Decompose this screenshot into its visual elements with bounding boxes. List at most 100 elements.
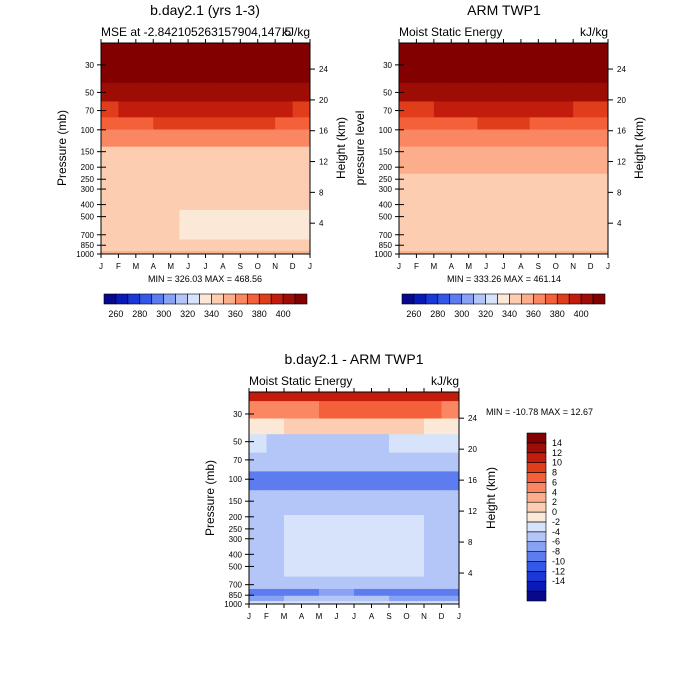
contour-cell [266, 490, 272, 516]
contour-cell [445, 434, 451, 454]
contour-cell [389, 490, 394, 516]
contour-cell [253, 601, 259, 604]
contour-cell [253, 117, 259, 131]
height-tick-label: 16 [617, 127, 626, 136]
height-tick-label: 20 [468, 445, 477, 454]
contour-cell [175, 251, 180, 254]
x-tick-label: J [247, 612, 251, 621]
contour-cell [468, 117, 474, 131]
contour-cell [393, 588, 399, 597]
contour-cell [533, 58, 539, 84]
contour-cell [603, 251, 608, 254]
contour-cell [222, 173, 228, 211]
contour-cell [564, 251, 570, 254]
contour-cell [292, 595, 298, 602]
contour-cell [253, 173, 259, 211]
contour-cell [275, 588, 281, 597]
contour-cell [354, 490, 359, 516]
contour-cell [161, 129, 167, 148]
contour-cell [371, 588, 377, 597]
contour-cell [131, 58, 137, 84]
contour-cell [201, 146, 207, 175]
y-tick-label: 850 [379, 241, 393, 250]
contour-cell [183, 43, 189, 59]
contour-cell [270, 251, 276, 254]
contour-cell [389, 541, 394, 563]
contour-cell [240, 146, 246, 175]
contour-cell [310, 576, 316, 590]
contour-cell [446, 101, 452, 118]
contour-cell [441, 576, 447, 590]
contour-cell [275, 515, 281, 543]
contour-cell [310, 401, 316, 420]
contour-cell [454, 434, 459, 454]
contour-cell [227, 239, 233, 252]
contour-cell [450, 471, 456, 491]
contour-cell [406, 434, 412, 454]
contour-cell [161, 251, 167, 254]
y-tick-label: 250 [229, 525, 243, 534]
contour-cell [153, 173, 159, 211]
contour-cell [131, 146, 137, 175]
contour-cell [464, 251, 470, 254]
contour-cell [564, 129, 570, 148]
contour-cell [425, 129, 431, 148]
contour-cell [412, 43, 418, 59]
contour-cell [209, 173, 215, 211]
contour-cell [270, 561, 276, 578]
contour-cell [473, 173, 478, 211]
contour-cell [205, 101, 211, 118]
contour-cell [349, 434, 355, 454]
contour-cell [301, 209, 307, 241]
contour-cell [209, 82, 215, 103]
contour-cell [402, 418, 408, 435]
contour-cell [419, 418, 425, 435]
contour-cell [581, 101, 587, 118]
contour-cell [468, 82, 474, 103]
contour-cell [109, 173, 115, 211]
contour-cell [188, 101, 194, 118]
contour-cell [362, 576, 368, 590]
contour-cell [451, 82, 457, 103]
contour-cell [410, 418, 416, 435]
contour-cell [257, 117, 263, 131]
contour-cell [175, 101, 180, 118]
contour-cell [529, 101, 535, 118]
contour-cell [345, 588, 351, 597]
contour-cell [297, 541, 303, 563]
contour-cell [235, 129, 241, 148]
contour-cell [410, 490, 416, 516]
contour-cell [345, 392, 351, 402]
contour-cell [490, 58, 496, 84]
contour-cell [231, 101, 237, 118]
contour-cell [410, 561, 416, 578]
contour-cell [547, 209, 552, 241]
contour-cell [441, 595, 447, 602]
contour-cell [586, 239, 592, 252]
contour-cell [249, 601, 254, 604]
y-axis-label-right: Height (km) [334, 117, 348, 179]
contour-cell [301, 173, 307, 211]
panel-top-right: ARM TWP1 Moist Static Energy kJ/kg press… [353, 2, 646, 319]
contour-cell [512, 101, 518, 118]
contour-cell [446, 82, 452, 103]
min-max-readout: MIN = 333.26 MAX = 461.14 [447, 274, 561, 284]
contour-cell [424, 401, 429, 420]
contour-cell [205, 239, 211, 252]
contour-cell [266, 117, 272, 131]
contour-cell [270, 515, 276, 543]
contour-cell [257, 129, 263, 148]
contour-cell [399, 251, 404, 254]
contour-cell [477, 209, 483, 241]
contour-cell [375, 561, 381, 578]
contour-cell [538, 173, 544, 211]
contour-cell [323, 576, 329, 590]
contour-cell [529, 146, 535, 175]
contour-cell [354, 588, 359, 597]
contour-cell [459, 101, 465, 118]
contour-cell [114, 58, 120, 84]
contour-cell [432, 588, 438, 597]
contour-cell [577, 117, 583, 131]
contour-cell [594, 58, 600, 84]
